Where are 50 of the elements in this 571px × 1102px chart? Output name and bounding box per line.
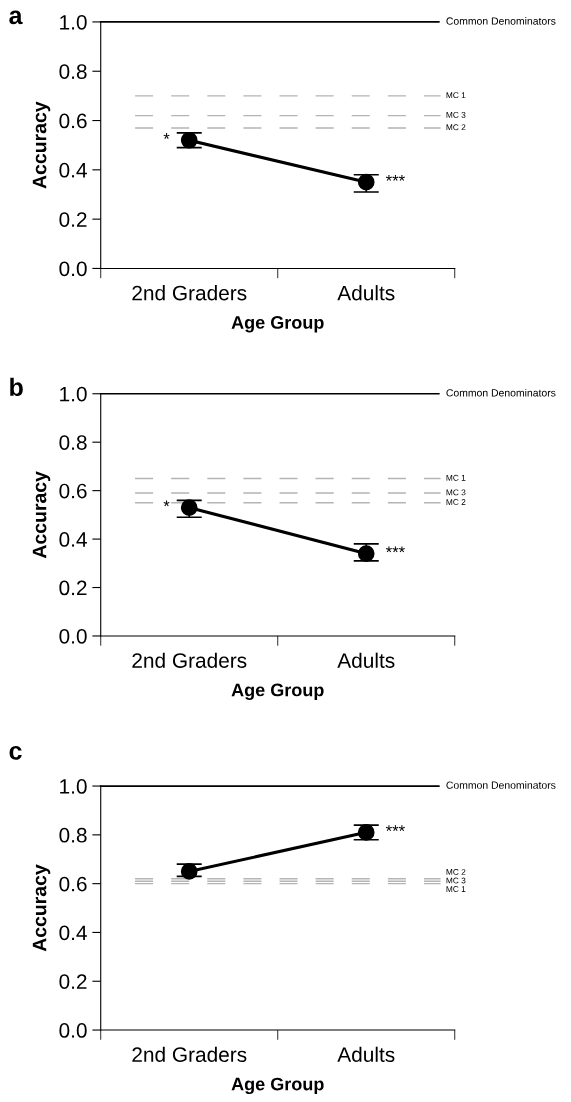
annotation: *: [163, 133, 170, 139]
y-tick-label: 0.8: [59, 827, 87, 843]
y-tick-label: 0.4: [59, 925, 87, 941]
x-tick-label: Adults: [337, 285, 395, 301]
ref-line-label: MC 1: [446, 474, 466, 481]
chart-title: c: [9, 746, 22, 760]
y-tick-label: 1.0: [60, 386, 87, 402]
x-axis-title: Age Group: [231, 316, 324, 333]
ref-line-label: MC 3: [446, 111, 466, 118]
annotation: ***: [385, 825, 405, 832]
y-tick-label: 0.8: [59, 64, 87, 79]
annotation: ***: [385, 175, 405, 181]
y-tick-label: 0.6: [59, 876, 87, 892]
x-tick-label: 2nd Graders: [132, 652, 247, 668]
ref-line-label: Common Denominators: [446, 388, 556, 397]
ref-line-label: MC 2: [446, 124, 466, 131]
ref-line-label: MC 1: [446, 886, 466, 892]
y-tick-label: 0.2: [59, 580, 87, 596]
x-tick-label: Adults: [337, 1046, 395, 1063]
y-tick-label: 0.6: [59, 113, 87, 129]
ref-line-label: MC 1: [446, 92, 466, 99]
y-axis-title: Accuracy: [32, 101, 51, 189]
x-tick-label: 2nd Graders: [132, 1046, 247, 1063]
x-tick-label: Adults: [337, 652, 395, 668]
chart-title: b: [10, 377, 23, 397]
ref-line-label: MC 2: [446, 869, 466, 875]
ref-line-label: Common Denominators: [446, 781, 556, 789]
y-tick-label: 1.0: [60, 779, 87, 794]
x-axis-title: Age Group: [231, 683, 324, 700]
y-tick-label: 1.0: [60, 14, 87, 30]
y-tick-label: 0.2: [59, 212, 87, 227]
ref-line-label: MC 3: [446, 489, 466, 496]
ref-line-label: MC 3: [446, 877, 466, 884]
ref-line-label: Common Denominators: [446, 17, 556, 25]
y-tick-label: 0.2: [59, 974, 87, 989]
y-axis-title: Accuracy: [32, 471, 51, 559]
y-tick-label: 0.8: [59, 435, 87, 450]
ref-line-label: MC 2: [446, 499, 466, 505]
annotation: *: [163, 500, 170, 507]
y-tick-label: 0.0: [59, 261, 87, 277]
y-tick-label: 0.0: [59, 628, 87, 644]
chart-title: a: [9, 10, 23, 25]
y-tick-label: 0.0: [59, 1023, 87, 1038]
x-axis-title: Age Group: [231, 1077, 324, 1095]
annotation: ***: [385, 546, 405, 553]
y-axis-title: Accuracy: [32, 864, 51, 952]
y-tick-label: 0.6: [59, 483, 87, 499]
y-tick-label: 0.4: [59, 532, 87, 547]
x-tick-label: 2nd Graders: [132, 285, 247, 301]
y-tick-label: 0.4: [59, 162, 87, 178]
